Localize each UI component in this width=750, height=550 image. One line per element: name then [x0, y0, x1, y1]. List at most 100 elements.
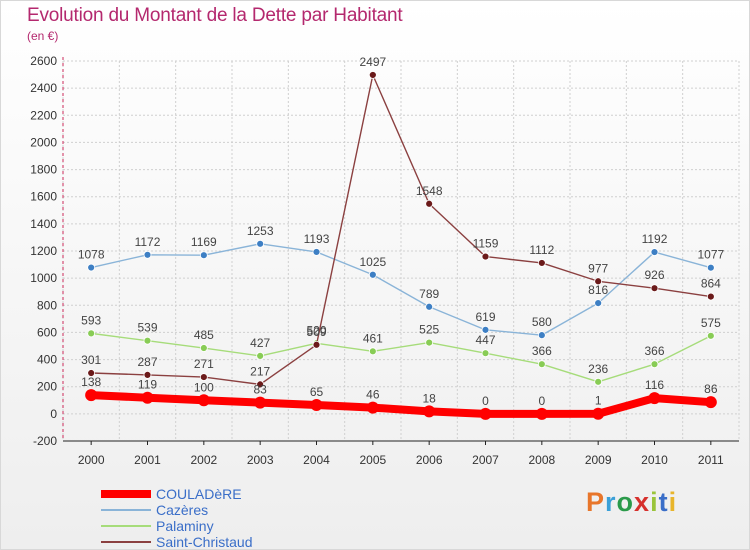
y-tick-label: 400: [37, 353, 57, 367]
legend-label: Cazères: [156, 502, 208, 518]
data-label: 46: [366, 388, 380, 402]
data-point: [706, 263, 715, 272]
data-label: 138: [81, 375, 101, 389]
data-point: [592, 407, 605, 420]
x-tick-label: 2001: [134, 453, 161, 467]
y-tick-label: 2400: [30, 81, 57, 95]
y-tick-label: 1000: [30, 271, 57, 285]
data-point: [594, 299, 603, 308]
data-label: 271: [194, 357, 214, 371]
data-point: [141, 391, 154, 404]
x-tick-label: 2005: [359, 453, 386, 467]
data-label: 1077: [697, 248, 724, 262]
data-point: [648, 392, 661, 405]
logo-letter: i: [650, 487, 659, 517]
data-label: 1169: [191, 235, 217, 249]
y-tick-label: 1800: [30, 163, 57, 177]
data-point: [310, 399, 323, 412]
logo-letter: r: [605, 487, 617, 517]
x-tick-label: 2007: [472, 453, 499, 467]
data-label: 366: [644, 344, 664, 358]
data-point: [199, 251, 208, 260]
data-label: 116: [645, 378, 664, 392]
x-tick-label: 2006: [416, 453, 443, 467]
data-point: [197, 394, 210, 407]
series-line-2: [90, 332, 712, 383]
data-label: 539: [137, 321, 157, 335]
data-point: [143, 336, 152, 345]
data-label: 593: [81, 313, 101, 327]
chart-title: Evolution du Montant de la Dette par Hab…: [27, 5, 403, 26]
data-point: [256, 380, 265, 389]
data-point: [704, 396, 717, 409]
data-label: 100: [194, 380, 214, 394]
data-point: [85, 389, 98, 402]
data-point: [254, 396, 267, 409]
y-tick-label: -200: [33, 434, 57, 448]
data-point: [143, 371, 152, 379]
data-label: 1159: [473, 237, 499, 251]
data-point: [87, 329, 96, 338]
data-point: [423, 405, 436, 418]
data-point: [425, 199, 434, 208]
data-point: [479, 407, 492, 420]
y-tick-label: 1200: [30, 244, 57, 258]
data-label: 119: [138, 378, 157, 392]
data-label: 864: [701, 277, 721, 291]
data-label: 86: [704, 382, 718, 396]
chart-subtitle: (en €): [27, 29, 59, 43]
logo-letter: o: [616, 487, 635, 517]
data-label: 366: [532, 344, 552, 358]
data-label: 447: [475, 333, 495, 347]
series-line-0: [87, 391, 715, 418]
data-point: [706, 331, 715, 340]
data-label: 926: [644, 268, 664, 282]
data-point: [425, 338, 434, 347]
data-label: 816: [588, 283, 608, 297]
data-point: [368, 347, 377, 356]
data-label: 1078: [78, 248, 105, 262]
data-label: 580: [532, 315, 552, 329]
data-point: [256, 352, 265, 360]
x-tick-label: 2011: [698, 453, 724, 467]
data-label: 1112: [529, 243, 554, 257]
legend-label: Palaminy: [156, 518, 214, 534]
y-tick-label: 600: [37, 325, 57, 339]
data-point: [199, 373, 208, 381]
y-tick-label: 0: [50, 407, 57, 421]
data-point: [594, 377, 603, 386]
logo-letter: t: [658, 487, 669, 517]
data-point: [312, 248, 321, 256]
data-point: [143, 250, 152, 259]
data-label: 789: [419, 287, 439, 301]
data-point: [537, 259, 546, 267]
data-label: 1192: [642, 232, 668, 246]
data-point: [256, 239, 265, 248]
data-point: [650, 284, 659, 293]
x-tick-label: 2000: [78, 453, 105, 467]
x-tick-label: 2002: [190, 453, 217, 467]
data-point: [366, 401, 379, 414]
data-label: 619: [475, 310, 495, 324]
data-point: [481, 325, 490, 334]
legend-label: Saint-Christaud: [156, 534, 253, 549]
data-label: 485: [194, 328, 214, 342]
data-point: [87, 263, 96, 272]
data-label: 977: [588, 261, 608, 275]
data-point: [87, 369, 96, 377]
data-label: 18: [422, 391, 436, 405]
x-tick-label: 2010: [641, 453, 668, 467]
x-tick-label: 2003: [247, 453, 274, 467]
x-tick-label: 2008: [528, 453, 555, 467]
legend-label: COULADèRE: [156, 486, 242, 502]
data-label: 2497: [359, 55, 386, 69]
series-line-1: [90, 243, 712, 336]
data-point: [312, 340, 321, 349]
data-point: [537, 360, 546, 369]
data-label: 509: [306, 325, 326, 339]
data-label: 461: [363, 331, 383, 345]
data-label: 0: [538, 394, 545, 408]
data-point: [368, 71, 377, 79]
y-tick-label: 1400: [30, 217, 57, 231]
